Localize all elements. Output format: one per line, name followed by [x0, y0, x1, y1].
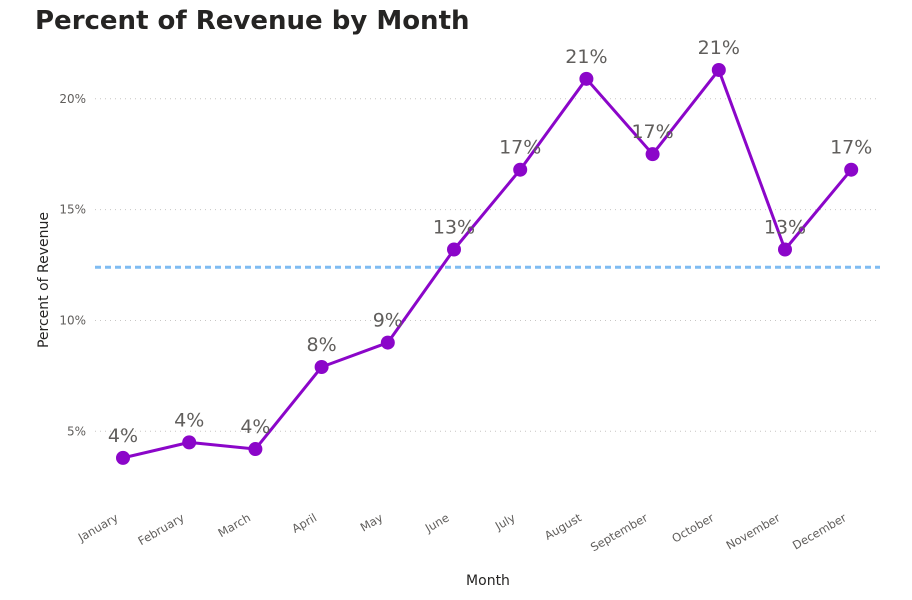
data-point[interactable]: [380, 335, 395, 350]
x-tick-label: November: [724, 510, 783, 552]
gridlines: [95, 98, 880, 432]
data-label: 13%: [433, 217, 475, 239]
x-axis: January February March April May June July Augu…: [75, 510, 849, 554]
chart-title: Percent of Revenue by Month: [35, 6, 470, 36]
y-tick-label: 10%: [59, 313, 86, 327]
data-point[interactable]: [248, 442, 263, 457]
data-point[interactable]: [116, 450, 130, 465]
data-point[interactable]: [844, 162, 859, 177]
data-label: 9%: [373, 310, 403, 332]
data-labels: 4% 4% 4% 8% 9% 13% 17% 21% 17% 21% 13% 17%: [108, 37, 872, 447]
data-label: 4%: [240, 416, 270, 438]
x-axis-title: Month: [466, 573, 510, 589]
y-axis-title: Percent of Revenue: [36, 212, 52, 348]
x-tick-label: June: [422, 510, 452, 535]
data-label: 17%: [631, 121, 673, 143]
data-label: 4%: [108, 425, 138, 447]
data-point[interactable]: [447, 242, 461, 257]
data-label: 21%: [565, 46, 607, 68]
y-tick-label: 15%: [59, 203, 86, 217]
data-label: 21%: [698, 37, 740, 59]
series-group: [122, 68, 853, 460]
data-label: 8%: [307, 334, 337, 356]
points-group: [116, 62, 859, 465]
data-point[interactable]: [645, 147, 660, 162]
data-label: 4%: [174, 409, 204, 431]
x-tick-label: April: [289, 510, 319, 535]
y-axis: 5% 10% 15% 20%: [59, 92, 86, 439]
x-tick-label: January: [75, 510, 121, 545]
y-tick-label: 20%: [59, 92, 86, 106]
data-point[interactable]: [579, 71, 594, 86]
data-point[interactable]: [314, 359, 329, 374]
x-tick-label: March: [216, 510, 253, 540]
y-tick-label: 5%: [67, 424, 86, 438]
data-label: 13%: [764, 217, 806, 239]
x-tick-label: August: [542, 510, 584, 542]
data-point[interactable]: [778, 242, 792, 257]
series-line: [122, 68, 853, 460]
x-tick-label: September: [588, 510, 650, 554]
data-point[interactable]: [182, 435, 197, 450]
x-tick-label: May: [358, 510, 386, 534]
data-label: 17%: [830, 137, 872, 159]
x-tick-label: July: [492, 510, 518, 533]
data-point[interactable]: [711, 62, 726, 77]
x-tick-label: October: [669, 510, 716, 545]
data-label: 17%: [499, 137, 541, 159]
data-point[interactable]: [513, 162, 528, 177]
x-tick-label: February: [136, 510, 187, 548]
x-tick-label: December: [790, 510, 849, 552]
